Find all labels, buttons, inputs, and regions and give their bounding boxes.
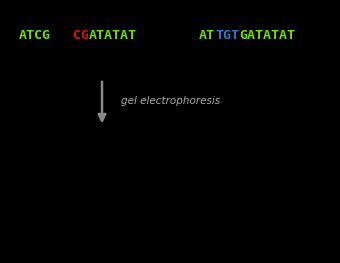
Text: gel electrophoresis: gel electrophoresis [121, 96, 220, 106]
Text: CG: CG [73, 29, 89, 42]
Text: GATATAT: GATATAT [239, 29, 295, 42]
Text: ATATAT: ATATAT [89, 29, 137, 42]
Text: AT: AT [199, 29, 215, 42]
Text: ATCG: ATCG [19, 29, 51, 42]
Text: TGT: TGT [215, 29, 239, 42]
